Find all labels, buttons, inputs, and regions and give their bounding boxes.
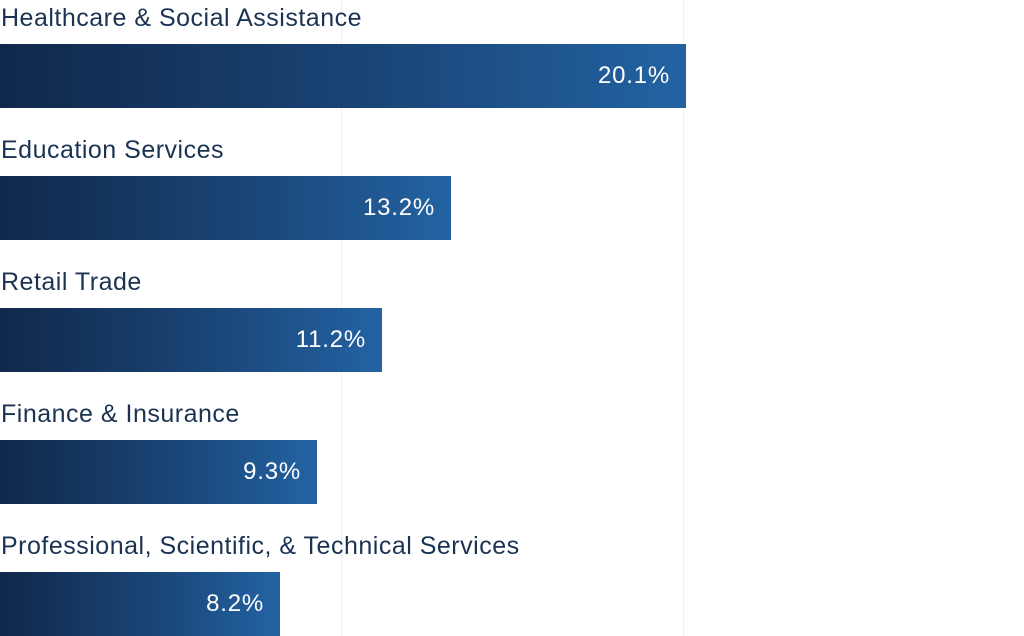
category-label: Professional, Scientific, & Technical Se… xyxy=(1,532,520,560)
category-label: Retail Trade xyxy=(1,268,142,296)
bar-value-label: 13.2% xyxy=(362,194,435,221)
bar: 11.2% xyxy=(0,308,382,372)
category-label: Finance & Insurance xyxy=(1,400,240,428)
category-label: Healthcare & Social Assistance xyxy=(1,4,363,32)
gridline-20 xyxy=(683,0,684,636)
bar-value-label: 9.3% xyxy=(243,458,301,485)
bar-value-label: 8.2% xyxy=(206,590,264,617)
bar-value-label: 20.1% xyxy=(597,62,670,89)
category-label: Education Services xyxy=(1,136,225,164)
bar-value-label: 11.2% xyxy=(295,326,366,353)
bar: 20.1% xyxy=(0,44,686,108)
bar: 9.3% xyxy=(0,440,317,504)
bar: 8.2% xyxy=(0,572,280,636)
bar: 13.2% xyxy=(0,176,451,240)
